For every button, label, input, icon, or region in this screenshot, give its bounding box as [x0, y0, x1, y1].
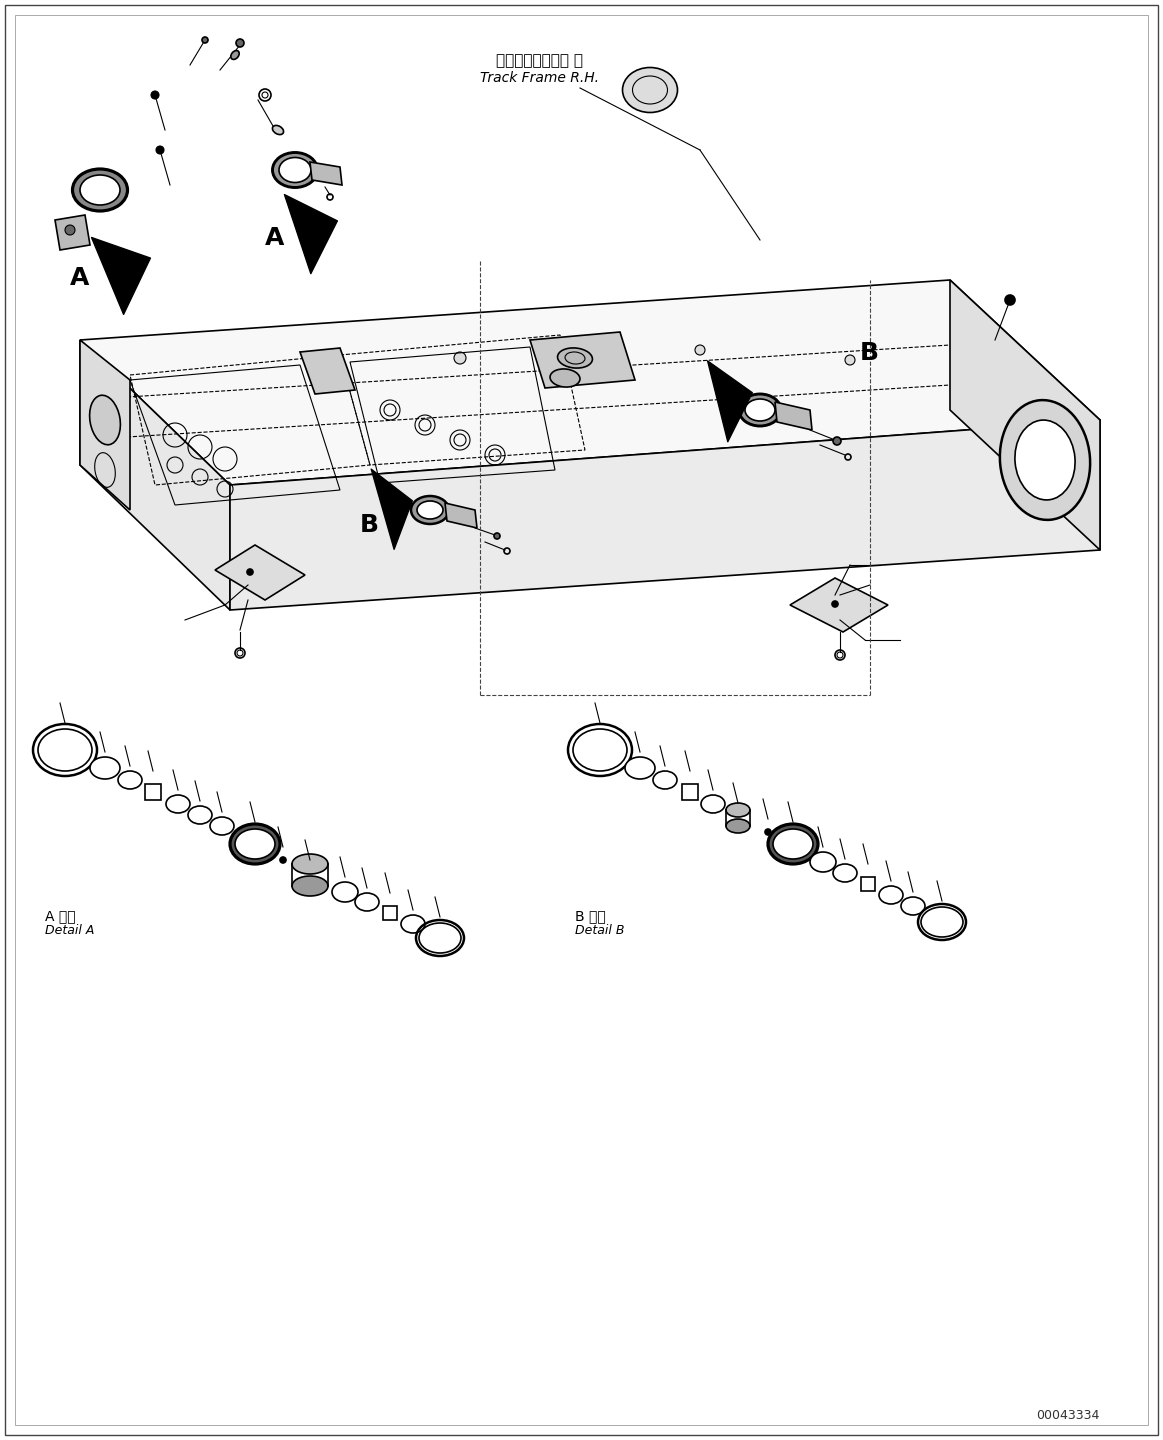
Text: B: B [859, 341, 879, 364]
Ellipse shape [745, 399, 775, 420]
Ellipse shape [235, 829, 274, 860]
Ellipse shape [230, 824, 280, 864]
Ellipse shape [701, 795, 725, 814]
Ellipse shape [292, 854, 328, 874]
Ellipse shape [557, 348, 592, 369]
Ellipse shape [726, 819, 750, 832]
Polygon shape [55, 215, 90, 251]
Ellipse shape [230, 50, 240, 59]
Ellipse shape [292, 876, 328, 896]
Ellipse shape [166, 795, 190, 814]
Ellipse shape [211, 816, 234, 835]
Circle shape [765, 829, 771, 835]
Text: Track Frame R.H.: Track Frame R.H. [480, 71, 599, 85]
Polygon shape [790, 577, 889, 632]
Circle shape [832, 600, 839, 608]
Circle shape [280, 857, 286, 863]
Ellipse shape [833, 864, 857, 881]
Polygon shape [215, 544, 305, 600]
Ellipse shape [809, 852, 836, 873]
Ellipse shape [38, 729, 92, 770]
Polygon shape [311, 163, 342, 184]
Ellipse shape [773, 829, 813, 860]
Ellipse shape [90, 757, 120, 779]
Ellipse shape [355, 893, 379, 912]
Text: A: A [265, 226, 285, 251]
Circle shape [202, 37, 208, 43]
Ellipse shape [901, 897, 925, 914]
Ellipse shape [622, 68, 678, 112]
Ellipse shape [726, 804, 750, 816]
Ellipse shape [879, 886, 902, 904]
Text: A 詳細: A 詳細 [45, 909, 76, 923]
Ellipse shape [80, 176, 120, 204]
Text: B 詳細: B 詳細 [575, 909, 606, 923]
Circle shape [695, 346, 705, 356]
Circle shape [454, 351, 466, 364]
Polygon shape [775, 402, 812, 431]
Text: B: B [361, 513, 379, 537]
Ellipse shape [419, 923, 461, 953]
Text: トラックフレーム 右: トラックフレーム 右 [497, 53, 584, 68]
Text: Detail A: Detail A [45, 924, 94, 937]
Polygon shape [80, 279, 1100, 485]
Circle shape [833, 436, 841, 445]
Ellipse shape [188, 806, 212, 824]
Ellipse shape [921, 907, 963, 937]
Text: Detail B: Detail B [575, 924, 625, 937]
Ellipse shape [72, 168, 128, 212]
Circle shape [247, 569, 254, 575]
Polygon shape [230, 420, 1100, 611]
Ellipse shape [1000, 400, 1090, 520]
Ellipse shape [90, 395, 121, 445]
Ellipse shape [418, 501, 443, 518]
Text: 00043334: 00043334 [1036, 1408, 1100, 1423]
Polygon shape [530, 333, 635, 387]
Ellipse shape [1015, 420, 1075, 500]
Text: A: A [70, 266, 90, 289]
Circle shape [65, 225, 74, 235]
Ellipse shape [625, 757, 655, 779]
Ellipse shape [401, 914, 424, 933]
Ellipse shape [331, 881, 358, 901]
Polygon shape [80, 340, 230, 611]
Polygon shape [80, 340, 130, 510]
Ellipse shape [411, 495, 449, 524]
Circle shape [1005, 295, 1015, 305]
Circle shape [494, 533, 500, 539]
Polygon shape [300, 348, 355, 395]
Ellipse shape [279, 157, 311, 183]
Ellipse shape [272, 153, 317, 187]
Circle shape [236, 39, 244, 48]
Circle shape [156, 145, 164, 154]
Ellipse shape [573, 729, 627, 770]
Ellipse shape [117, 770, 142, 789]
Polygon shape [445, 503, 477, 528]
Circle shape [846, 356, 855, 364]
Ellipse shape [550, 369, 580, 387]
Ellipse shape [739, 395, 782, 426]
Ellipse shape [652, 770, 677, 789]
Ellipse shape [768, 824, 818, 864]
Circle shape [151, 91, 159, 99]
Polygon shape [950, 279, 1100, 550]
Ellipse shape [272, 125, 284, 134]
